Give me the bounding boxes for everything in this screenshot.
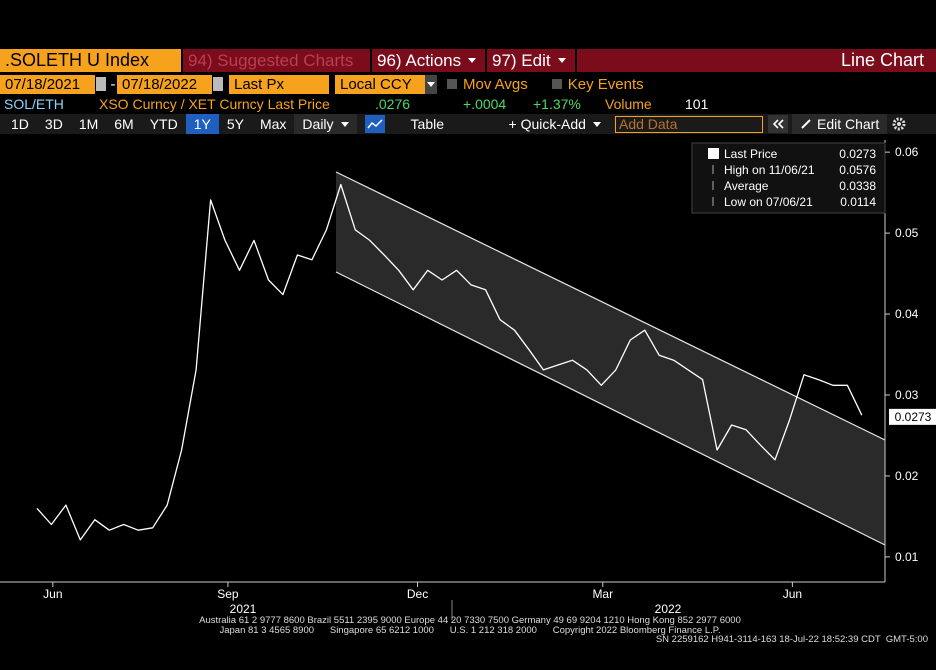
security[interactable]: .SOLETH U Index bbox=[0, 49, 183, 72]
x-tick-label: Dec bbox=[407, 587, 428, 601]
frequency-label[interactable]: Daily bbox=[302, 116, 334, 132]
period-button[interactable]: 3D bbox=[44, 116, 63, 132]
y-tick-label: 0.06 bbox=[895, 145, 919, 159]
x-tick-label: Jun bbox=[43, 587, 62, 601]
period-buttons: 1D 3D 1M 6M YTD 1Y 5Y Max bbox=[3, 114, 294, 134]
price-line bbox=[36, 183, 863, 541]
icon-pencil bbox=[801, 119, 811, 129]
legend-value: 0.0114 bbox=[840, 195, 876, 209]
footer-line: Japan 81 3 4565 8900 Singapore 65 6212 1… bbox=[219, 625, 720, 636]
period-button[interactable]: 5Y bbox=[226, 116, 244, 132]
description: XSO Curncy / XET Curncy Last Price bbox=[99, 96, 330, 112]
volume-label: Volume bbox=[605, 96, 652, 112]
legend-label: Average bbox=[724, 179, 769, 193]
pair: SOL/ETH bbox=[4, 96, 64, 112]
edit-chart[interactable]: Edit Chart bbox=[791, 114, 888, 134]
view-title: Line Chart bbox=[840, 50, 924, 70]
footer-line: SN 2259162 H941-3114-163 18-Jul-22 18:52… bbox=[656, 634, 928, 645]
icon-gear-hub bbox=[897, 122, 902, 126]
date-separator: - bbox=[110, 75, 116, 93]
icon-chevron bbox=[777, 119, 784, 129]
x-tick-label: Jun bbox=[783, 587, 802, 601]
legend-label: High on 11/06/21 bbox=[724, 163, 815, 177]
collapse-button[interactable] bbox=[767, 115, 788, 133]
frequency[interactable]: Daily bbox=[294, 114, 357, 134]
y-tick-label: 0.03 bbox=[895, 388, 919, 402]
legend-swatch bbox=[708, 148, 719, 159]
trend-line-lower bbox=[335, 271, 886, 546]
currency-dropdown[interactable] bbox=[425, 74, 437, 94]
menu-label[interactable]: 97) Edit bbox=[492, 50, 551, 70]
collapse-icon bbox=[772, 119, 784, 129]
edit-chart-label[interactable]: Edit Chart bbox=[816, 116, 880, 132]
start-date[interactable]: 07/18/2021 bbox=[0, 74, 95, 94]
menu[interactable]: 97) Edit bbox=[487, 49, 577, 72]
y-tick-label: 0.05 bbox=[895, 226, 919, 240]
icon-gear bbox=[892, 117, 906, 131]
quick-add-label[interactable]: + Quick-Add bbox=[508, 116, 586, 132]
period-button[interactable]: 1Y bbox=[185, 114, 219, 134]
period-button[interactable]: 1D bbox=[11, 116, 29, 132]
add-data-input[interactable]: Add Data bbox=[614, 115, 763, 133]
menu[interactable]: 94) Suggested Charts bbox=[183, 49, 372, 72]
period-button[interactable]: YTD bbox=[149, 116, 178, 132]
settings-bar: 07/18/2021 - 07/18/2022 Last Px Local CC… bbox=[0, 74, 936, 94]
menu[interactable]: 96) Actions bbox=[372, 49, 487, 72]
dropdown-arrow bbox=[557, 58, 566, 63]
table-button[interactable]: Table bbox=[410, 116, 445, 132]
x-tick-label: Mar bbox=[592, 587, 613, 601]
icon-chevron bbox=[772, 119, 779, 129]
settings-button[interactable] bbox=[891, 116, 907, 132]
title-bar: .SOLETH U Index 94) Suggested Charts 96)… bbox=[0, 49, 936, 72]
last-price-label: 0.0273 bbox=[895, 410, 932, 424]
menu-label[interactable]: 96) Actions bbox=[377, 50, 462, 70]
quick-add[interactable]: + Quick-Add bbox=[501, 114, 609, 134]
legend-value: 0.0338 bbox=[839, 179, 876, 193]
calendar-icon[interactable] bbox=[213, 77, 223, 91]
change-pct: +1.37% bbox=[533, 96, 581, 112]
trend-channel-fill bbox=[336, 172, 885, 545]
chart-type-icon[interactable] bbox=[364, 115, 385, 133]
calendar-icon[interactable] bbox=[96, 77, 106, 91]
period-button[interactable]: Max bbox=[259, 116, 287, 132]
y-tick-label: 0.01 bbox=[895, 550, 919, 564]
end-date[interactable]: 07/18/2022 bbox=[117, 74, 212, 94]
legend-value: 0.0576 bbox=[839, 163, 876, 177]
trend-line-upper bbox=[335, 171, 886, 441]
quote-bar: SOL/ETH XSO Curncy / XET Curncy Last Pri… bbox=[0, 95, 936, 113]
line-icon bbox=[366, 119, 383, 129]
last-price-flag bbox=[889, 408, 936, 425]
y-tick-label: 0.02 bbox=[895, 469, 919, 483]
currency[interactable]: Local CCY bbox=[335, 74, 425, 94]
period-button[interactable]: 6M bbox=[114, 116, 134, 132]
period-button[interactable]: 1M bbox=[78, 116, 99, 132]
dropdown-arrow bbox=[468, 58, 477, 63]
legend-box bbox=[691, 142, 886, 214]
x-tick-label: Sep bbox=[217, 587, 239, 601]
dropdown-arrow bbox=[427, 81, 435, 87]
change: +.0004 bbox=[463, 96, 507, 112]
gear-icon bbox=[892, 117, 906, 131]
option[interactable]: Mov Avgs bbox=[463, 75, 528, 93]
x-group-label: 2021 bbox=[230, 602, 257, 616]
field[interactable]: Last Px bbox=[229, 74, 329, 94]
last: .0276 bbox=[375, 96, 411, 112]
icon-line bbox=[366, 119, 383, 129]
checkbox[interactable] bbox=[447, 79, 457, 89]
option[interactable]: Key Events bbox=[567, 75, 644, 93]
checkbox[interactable] bbox=[551, 79, 562, 89]
volume: 101 bbox=[685, 96, 709, 112]
legend-label: Low on 07/06/21 bbox=[724, 195, 813, 209]
legend-label: Last Price bbox=[724, 147, 778, 161]
pencil-icon bbox=[801, 119, 811, 129]
y-tick-label: 0.04 bbox=[895, 307, 919, 321]
dropdown-arrow bbox=[592, 121, 601, 127]
legend-value: 0.0273 bbox=[839, 147, 876, 161]
dropdown-arrow bbox=[340, 121, 349, 127]
footer-line: Australia 61 2 9777 8600 Brazil 5511 239… bbox=[199, 615, 741, 626]
x-group-label: 2022 bbox=[655, 602, 682, 616]
controls-bar: 1D 3D 1M 6M YTD 1Y 5Y Max Daily Table + Quick-A… bbox=[0, 114, 936, 134]
